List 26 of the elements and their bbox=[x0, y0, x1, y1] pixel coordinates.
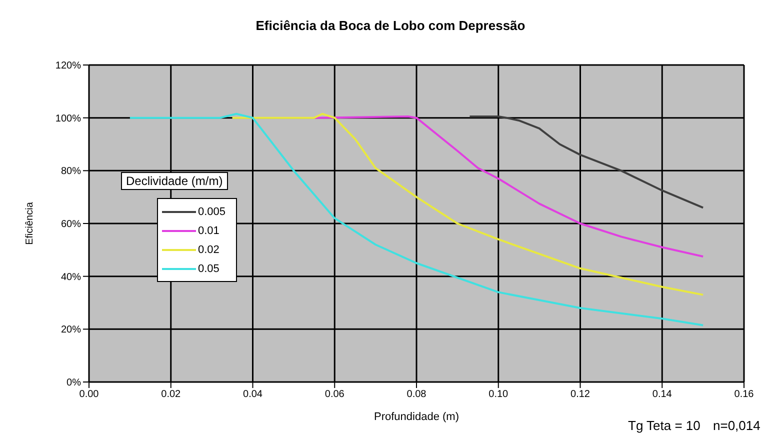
x-tick-label: 0.00 bbox=[79, 389, 100, 400]
legend-title: Declividade (m/m) bbox=[121, 172, 228, 190]
text: Tg Teta = 10 bbox=[628, 418, 700, 433]
x-tick-label: 0.10 bbox=[488, 389, 509, 400]
y-tick-label: 20% bbox=[60, 324, 82, 336]
y-tick-label: 60% bbox=[60, 219, 82, 230]
y-tick-label: 40% bbox=[60, 272, 82, 283]
x-tick-label: 0.06 bbox=[324, 389, 345, 400]
x-tick-label: 0.16 bbox=[734, 389, 754, 400]
x-tick-label: 0.14 bbox=[652, 389, 672, 400]
legend-label: 0.005 bbox=[198, 206, 226, 218]
chart-title: Eficiência da Boca de Lobo com Depressão bbox=[254, 18, 526, 33]
x-tick-label: 0.08 bbox=[406, 389, 427, 400]
legend-label: 0.05 bbox=[198, 262, 220, 274]
x-tick-label: 0.02 bbox=[161, 389, 182, 400]
legend-label: 0.02 bbox=[198, 244, 220, 256]
x-tick-label: 0.04 bbox=[243, 389, 263, 400]
y-axis-title: Eficiência bbox=[24, 202, 36, 245]
y-tick-label: 80% bbox=[60, 166, 82, 178]
text: n=0,014 bbox=[713, 418, 760, 433]
x-axis-title: Profundidade (m) bbox=[374, 411, 459, 423]
y-tick-label: 100% bbox=[55, 113, 82, 124]
x-tick-label: 0.12 bbox=[570, 389, 590, 400]
y-tick-label: 0% bbox=[66, 378, 82, 389]
y-tick-label: 120% bbox=[55, 60, 82, 72]
legend-label: 0.01 bbox=[198, 224, 220, 236]
